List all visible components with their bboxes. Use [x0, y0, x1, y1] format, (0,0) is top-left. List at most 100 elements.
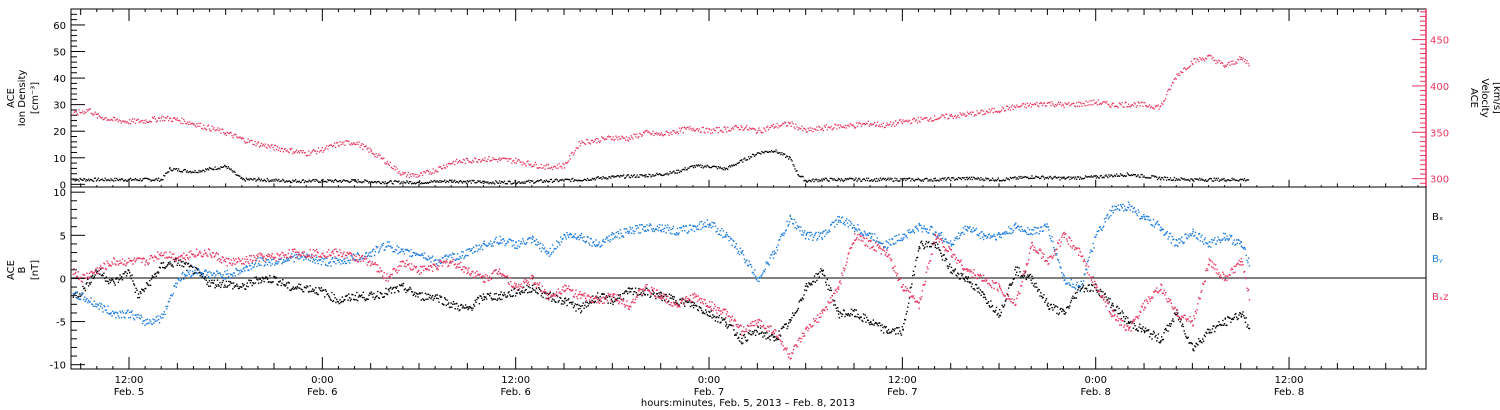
velocity-point	[1152, 107, 1154, 109]
b-point-by	[374, 251, 377, 253]
density-point	[966, 178, 969, 181]
density-point	[542, 181, 545, 183]
density-point	[880, 179, 883, 181]
velocity-point	[932, 120, 934, 122]
velocity-point	[1057, 103, 1059, 105]
velocity-point	[580, 142, 582, 145]
density-point	[870, 180, 872, 182]
density-point	[760, 153, 762, 155]
b-point-bx	[433, 297, 435, 300]
b-point-by	[365, 251, 368, 254]
b-point-bx	[261, 280, 263, 282]
b-point-bx	[337, 301, 339, 303]
density-point	[941, 177, 943, 180]
velocity-point	[409, 173, 411, 175]
b-point-bx	[731, 325, 733, 327]
b-point-bx	[638, 293, 641, 296]
panel-1-left-label-line3: [cm⁻³]	[30, 82, 41, 114]
b-point-bx	[1003, 304, 1006, 306]
b-point-bx	[1005, 299, 1007, 301]
b-point-bx	[465, 307, 468, 309]
velocity-point	[1140, 101, 1142, 104]
b-point-by	[715, 231, 717, 233]
b-point-by	[663, 227, 666, 230]
b-point-bx	[81, 293, 83, 295]
b-point-bx	[300, 288, 302, 290]
b-point-bx	[1122, 312, 1124, 314]
b-point-bx	[905, 313, 907, 315]
velocity-point	[117, 121, 119, 123]
b-point-bx	[490, 297, 493, 299]
density-point	[945, 179, 947, 182]
velocity-point	[293, 151, 295, 153]
velocity-point	[1129, 106, 1132, 108]
velocity-point	[614, 138, 616, 141]
b-point-bx	[590, 302, 592, 304]
density-point	[413, 182, 416, 184]
b-point-by	[203, 276, 205, 278]
b-point-bx	[260, 281, 262, 284]
b-point-by	[470, 249, 472, 251]
b-point-by	[561, 238, 563, 240]
b-point-bx	[684, 300, 687, 303]
b-point-bx	[174, 258, 177, 260]
velocity-point	[1204, 60, 1206, 62]
density-point	[1082, 178, 1085, 180]
velocity-point	[95, 113, 97, 115]
b-point-by	[760, 275, 762, 277]
density-point	[1053, 176, 1055, 178]
density-point	[1217, 177, 1219, 179]
velocity-point	[287, 151, 289, 153]
velocity-point	[681, 126, 683, 129]
b-point-bx	[1119, 312, 1121, 315]
b-point-bx	[685, 300, 688, 302]
b-point-by	[696, 225, 699, 227]
velocity-point	[1162, 103, 1164, 105]
density-point	[1130, 174, 1133, 176]
velocity-point	[312, 150, 314, 152]
b-point-by	[618, 232, 620, 235]
density-point	[1230, 179, 1232, 182]
density-point	[1110, 174, 1112, 176]
b-point-bx	[1092, 290, 1094, 292]
b-point-by	[282, 261, 284, 263]
density-point	[507, 180, 509, 183]
velocity-point	[435, 169, 437, 171]
velocity-point	[1064, 102, 1066, 104]
b-point-by	[502, 238, 505, 240]
velocity-point	[1206, 55, 1209, 57]
density-point	[1246, 179, 1249, 181]
b-point-bx	[974, 289, 976, 291]
density-point	[432, 181, 434, 183]
b-point-bx	[452, 303, 454, 305]
b-point-by	[587, 236, 589, 239]
velocity-point	[753, 128, 756, 130]
density-point	[837, 179, 839, 181]
density-point	[119, 178, 121, 180]
b-point-bx	[369, 293, 372, 295]
velocity-point	[479, 159, 481, 161]
velocity-point	[625, 136, 628, 138]
b-point-bx	[598, 299, 601, 301]
b-point-bx	[966, 280, 969, 283]
b-point-bx	[1189, 342, 1191, 344]
velocity-point	[982, 110, 985, 112]
density-point	[1107, 176, 1109, 179]
velocity-point	[512, 160, 514, 162]
density-point	[1014, 176, 1016, 178]
b-point-by	[431, 255, 434, 257]
b-point-bx	[1039, 295, 1041, 297]
density-point	[1085, 176, 1087, 178]
velocity-point	[1086, 104, 1088, 107]
b-point-by	[204, 269, 207, 271]
b-point-bx	[481, 297, 483, 299]
density-point	[189, 170, 191, 172]
velocity-point	[470, 161, 472, 164]
density-point	[281, 180, 283, 182]
b-point-bx	[367, 298, 369, 300]
b-point-bx	[813, 275, 816, 277]
b-point-bx	[166, 264, 169, 266]
velocity-point	[440, 166, 442, 168]
panel-1-left-label-line2: Ion Density	[17, 70, 28, 127]
b-point-by	[362, 257, 364, 260]
